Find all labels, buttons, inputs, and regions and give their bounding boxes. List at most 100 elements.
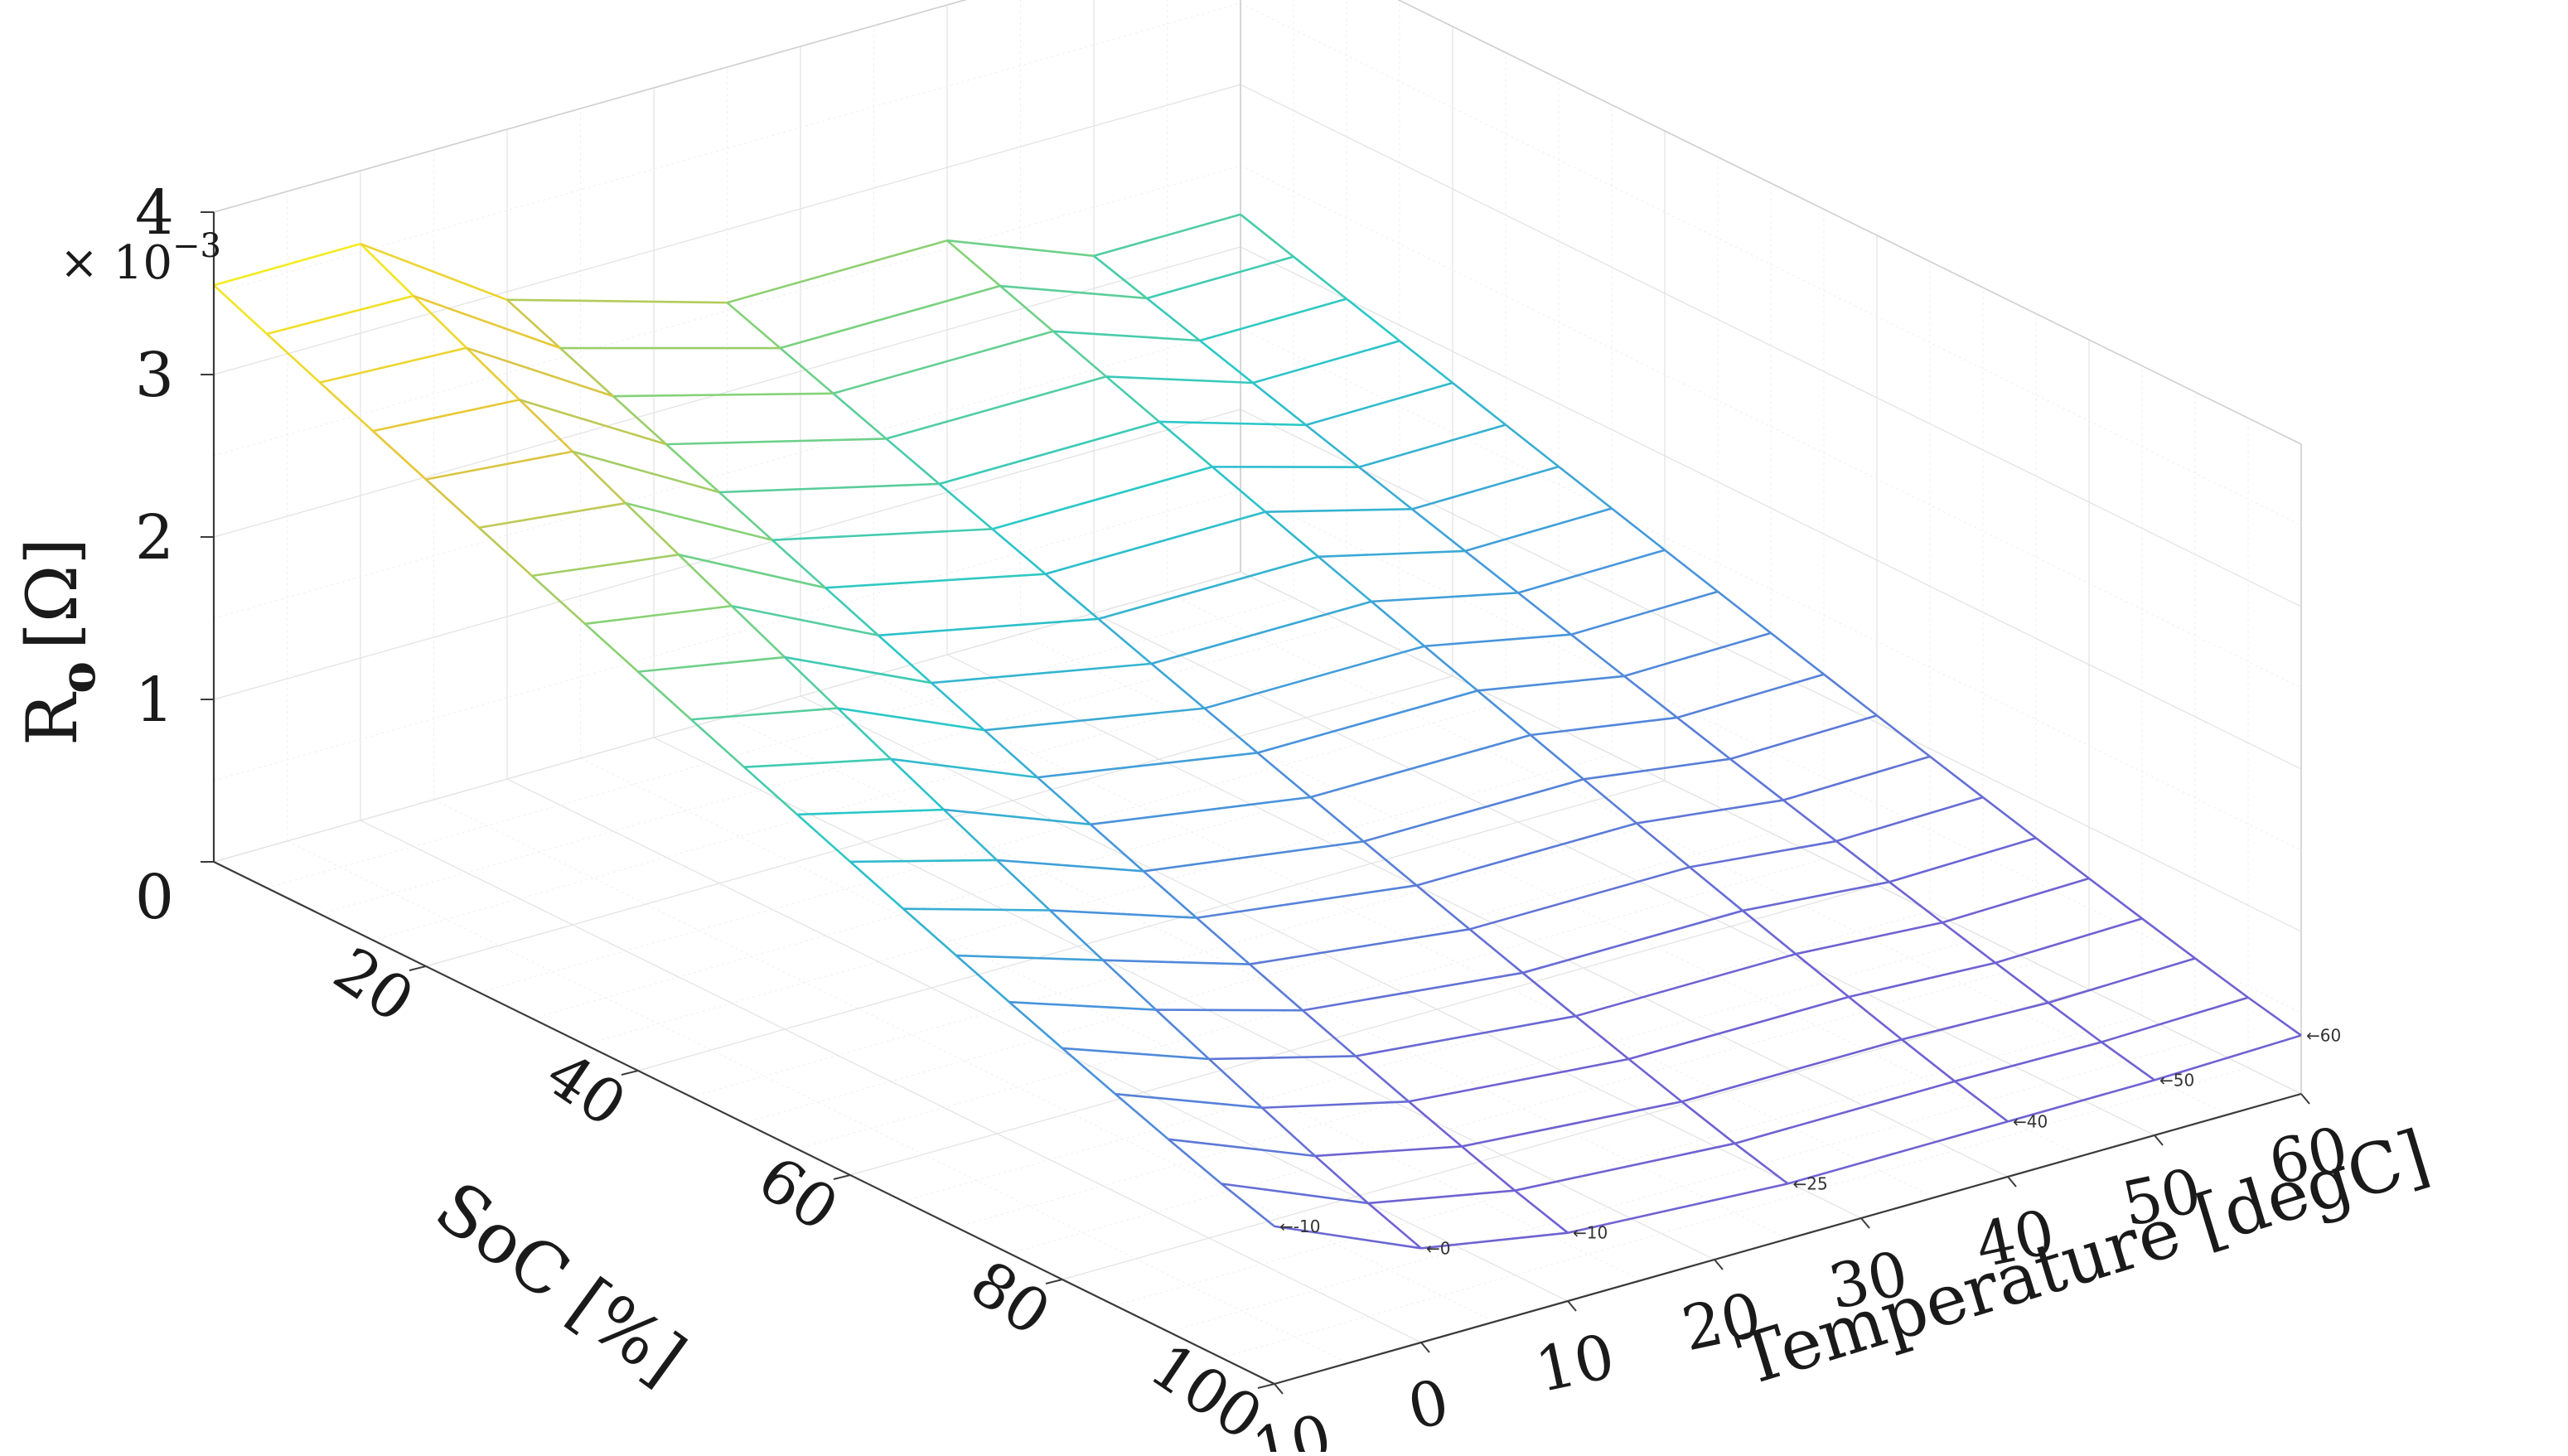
mesh-line-soc bbox=[1364, 779, 1584, 841]
mesh-line-temperature bbox=[744, 767, 797, 815]
mesh-line-temperature bbox=[891, 759, 944, 810]
mesh-line-soc bbox=[1523, 911, 1743, 973]
mesh-line-soc bbox=[1091, 797, 1311, 825]
mesh-line-temperature bbox=[1743, 911, 1796, 954]
x-axis-line bbox=[214, 862, 1274, 1384]
mesh-line-temperature bbox=[1624, 676, 1677, 718]
mesh-line-soc bbox=[1099, 557, 1319, 619]
x-tick-label: 80 bbox=[958, 1247, 1062, 1350]
mesh-line-soc bbox=[1424, 635, 1571, 646]
floor-gridline bbox=[903, 912, 1930, 1202]
mesh-line-temperature bbox=[1359, 467, 1412, 510]
mesh-line-temperature bbox=[1311, 797, 1364, 841]
mesh-line-soc bbox=[1200, 299, 1347, 341]
mesh-line-temperature bbox=[1197, 918, 1250, 965]
mesh-line-soc bbox=[585, 606, 732, 624]
y-tick bbox=[2301, 1094, 2309, 1104]
y-tick bbox=[1861, 1218, 1869, 1228]
floor-gridline bbox=[1009, 964, 2036, 1254]
mesh-line-temperature bbox=[1409, 1101, 1462, 1146]
mesh-line-soc bbox=[931, 664, 1152, 683]
mesh-line-temperature bbox=[1258, 752, 1311, 797]
mesh-line-temperature bbox=[638, 672, 691, 720]
z-exponent-label: × 10−3 bbox=[60, 227, 221, 290]
mesh-line-soc bbox=[1062, 1048, 1209, 1059]
z-tick-label: 3 bbox=[135, 340, 174, 411]
mesh-line-temperature bbox=[1682, 1101, 1735, 1143]
mesh-line-soc bbox=[1152, 602, 1372, 664]
x-tick-label: 60 bbox=[746, 1143, 850, 1246]
temperature-point-label: ←-10 bbox=[1279, 1217, 1320, 1236]
mesh-line-temperature bbox=[1983, 797, 2036, 838]
mesh-line-soc bbox=[320, 348, 467, 383]
floor-gridline bbox=[947, 655, 2008, 1177]
z-tick-label: 0 bbox=[135, 862, 174, 933]
mesh-line-soc bbox=[1156, 1010, 1303, 1011]
mesh-line-soc bbox=[1318, 551, 1465, 557]
mesh-line-temperature bbox=[267, 334, 320, 383]
mesh-line-temperature bbox=[2089, 878, 2142, 918]
mesh-line-soc bbox=[940, 422, 1160, 484]
mesh-line-temperature bbox=[1262, 1108, 1315, 1156]
mesh-line-temperature bbox=[1159, 422, 1212, 467]
temperature-point-label: ←40 bbox=[2013, 1111, 2048, 1131]
mesh-line-soc bbox=[1168, 1139, 1315, 1156]
mesh-line-soc bbox=[532, 554, 679, 576]
mesh-line-temperature bbox=[1995, 963, 2048, 1003]
mesh-line-soc bbox=[1250, 929, 1470, 964]
mesh-line-temperature bbox=[781, 348, 834, 394]
mesh-line-temperature bbox=[993, 529, 1046, 573]
mesh-line-temperature bbox=[1465, 551, 1518, 593]
y-tick bbox=[2155, 1135, 2163, 1145]
mesh-line-temperature bbox=[1424, 646, 1477, 691]
x-axis-title: SoC [%] bbox=[421, 1166, 699, 1400]
mesh-line-temperature bbox=[1099, 619, 1152, 664]
floor-gridline bbox=[581, 758, 1642, 1280]
mesh-line-temperature bbox=[479, 528, 532, 576]
mesh-line-temperature bbox=[834, 394, 887, 439]
mesh-line-soc bbox=[373, 399, 520, 431]
floor-gridline bbox=[373, 651, 1400, 941]
mesh-line-soc bbox=[850, 860, 997, 862]
mesh-line-temperature bbox=[360, 244, 413, 296]
surface-mesh: ←-10←0←10←25←40←50←60 bbox=[214, 215, 2341, 1259]
temperature-point-label: ←25 bbox=[1793, 1173, 1828, 1193]
mesh-line-soc bbox=[1531, 718, 1677, 735]
mesh-line-soc bbox=[719, 484, 940, 492]
mesh-line-soc bbox=[1624, 633, 1771, 676]
mesh-line-temperature bbox=[887, 438, 940, 484]
mesh-line-temperature bbox=[1902, 1039, 1955, 1081]
mesh-line-temperature bbox=[1559, 467, 1612, 508]
mesh-line-temperature bbox=[585, 624, 638, 672]
mesh-line-temperature bbox=[1412, 509, 1465, 551]
mesh-line-soc bbox=[1115, 1094, 1262, 1108]
floor-gridline bbox=[728, 717, 1788, 1239]
mesh-line-soc bbox=[1677, 675, 1824, 718]
floor-gridline bbox=[1094, 613, 2155, 1135]
mesh-line-soc bbox=[214, 244, 360, 285]
floor-gridline bbox=[1021, 634, 2082, 1156]
mesh-line-temperature bbox=[1796, 954, 1849, 997]
temperature-point-label: ←0 bbox=[1426, 1238, 1450, 1258]
mesh-line-temperature bbox=[1518, 593, 1571, 634]
mesh-line-soc bbox=[1205, 646, 1425, 709]
mesh-line-temperature bbox=[1371, 602, 1424, 646]
mesh-line-temperature bbox=[1212, 467, 1265, 511]
mesh-line-temperature bbox=[1849, 997, 1902, 1039]
mesh-line-soc bbox=[679, 554, 825, 588]
mesh-line-temperature bbox=[1930, 757, 1983, 797]
mesh-line-temperature bbox=[1955, 1081, 2008, 1122]
wall-gridline bbox=[214, 409, 1240, 699]
mesh-line-soc bbox=[1849, 963, 1995, 997]
wall-gridline bbox=[214, 85, 1240, 375]
floor-gridline bbox=[507, 779, 1568, 1301]
mesh-line-temperature bbox=[532, 576, 585, 624]
mesh-line-temperature bbox=[1637, 823, 1690, 867]
mesh-line-soc bbox=[1465, 508, 1612, 550]
mesh-line-soc bbox=[1836, 797, 1983, 841]
mesh-line-temperature bbox=[2036, 838, 2089, 878]
x-tick-label: 40 bbox=[534, 1038, 638, 1141]
mesh-line-soc bbox=[666, 438, 887, 444]
